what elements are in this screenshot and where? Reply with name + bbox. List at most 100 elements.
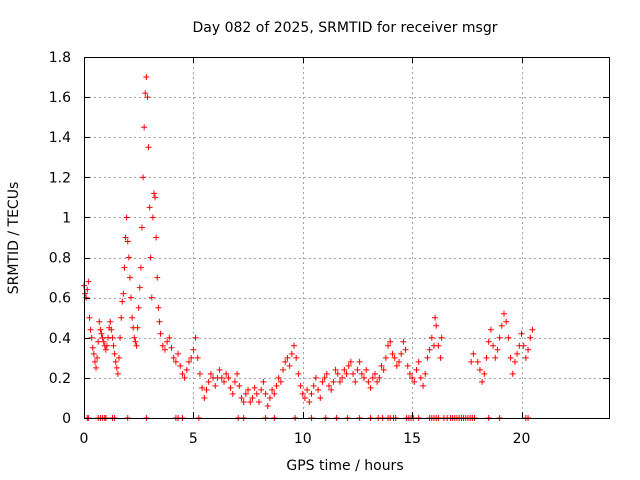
data-point	[428, 334, 435, 341]
data-point	[315, 386, 322, 393]
data-point	[112, 358, 119, 365]
data-point	[223, 370, 230, 377]
data-point	[96, 318, 103, 325]
data-point	[156, 318, 163, 325]
data-point	[385, 342, 392, 349]
data-point	[347, 358, 354, 365]
data-point	[116, 354, 122, 361]
data-point	[89, 344, 96, 351]
data-point	[128, 294, 135, 301]
data-point	[417, 374, 424, 381]
data-point	[251, 384, 258, 391]
data-point	[108, 326, 115, 333]
data-point	[312, 374, 319, 381]
data-point	[253, 390, 260, 397]
data-point	[529, 326, 536, 333]
data-point	[343, 370, 350, 377]
data-point	[240, 398, 247, 405]
data-point	[110, 342, 117, 349]
data-point	[143, 74, 150, 81]
data-point	[483, 354, 490, 361]
data-point	[190, 346, 197, 353]
data-point	[437, 354, 444, 361]
data-point	[227, 384, 234, 391]
data-point	[133, 342, 140, 349]
y-tick-label: 0.4	[49, 331, 71, 347]
data-point	[496, 334, 503, 341]
data-point	[100, 338, 107, 345]
data-point	[269, 386, 276, 393]
data-point	[118, 314, 125, 321]
data-point	[332, 366, 339, 373]
data-point	[317, 394, 324, 401]
data-point	[179, 370, 186, 377]
data-point	[369, 374, 376, 381]
data-point	[323, 370, 330, 377]
data-point	[196, 370, 203, 377]
data-point	[319, 378, 326, 385]
data-point	[142, 90, 149, 97]
data-point	[411, 378, 418, 385]
data-point	[95, 338, 102, 345]
data-point	[122, 234, 129, 241]
data-point	[487, 326, 494, 333]
data-point	[402, 346, 409, 353]
data-point	[145, 144, 152, 151]
data-point	[400, 338, 407, 345]
data-point	[134, 324, 141, 331]
data-point	[247, 398, 254, 405]
data-point	[102, 346, 109, 353]
data-point	[82, 290, 89, 297]
ticks: 0 5 10 15 20 0 0.2 0.4 0.6 0.8 1 1.2 1.4 1.6 1.8	[49, 50, 609, 447]
data-point	[129, 314, 136, 321]
data-point	[490, 342, 497, 349]
data-point	[476, 366, 483, 373]
data-point	[328, 386, 335, 393]
data-point	[393, 362, 400, 369]
data-point	[172, 358, 179, 365]
data-point	[164, 338, 171, 345]
data-point	[199, 384, 206, 391]
data-point	[132, 338, 139, 345]
data-point	[131, 334, 138, 341]
data-point	[231, 378, 238, 385]
data-point	[85, 278, 92, 285]
data-point	[341, 366, 348, 373]
data-point	[295, 370, 302, 377]
data-point	[498, 322, 505, 329]
data-point	[152, 194, 159, 201]
data-point	[229, 390, 236, 397]
grid	[84, 57, 609, 418]
data-point	[350, 370, 357, 377]
data-point	[90, 350, 97, 357]
data-point	[363, 366, 370, 373]
data-point	[201, 394, 208, 401]
data-point	[137, 264, 144, 271]
data-point	[275, 374, 282, 381]
y-axis-label: SRMTID / TECUs	[6, 182, 22, 295]
data-point	[282, 358, 289, 365]
data-point	[144, 94, 151, 101]
data-point	[141, 124, 148, 131]
data-point	[203, 386, 210, 393]
data-point	[380, 366, 387, 373]
data-point	[234, 370, 241, 377]
data-point	[525, 346, 532, 353]
data-point	[258, 386, 265, 393]
data-point	[266, 394, 273, 401]
plot-frame	[84, 57, 610, 419]
data-point	[413, 366, 420, 373]
data-point	[304, 386, 311, 393]
data-point	[479, 378, 486, 385]
data-point	[154, 274, 161, 281]
data-point	[98, 330, 105, 337]
data-point	[245, 386, 252, 393]
data-point	[336, 378, 343, 385]
y-tick-label: 1.2	[49, 170, 71, 186]
data-point	[374, 378, 381, 385]
data-point	[426, 346, 433, 353]
data-point	[284, 354, 291, 361]
y-tick-label: 0.6	[49, 291, 71, 307]
data-point	[288, 350, 295, 357]
